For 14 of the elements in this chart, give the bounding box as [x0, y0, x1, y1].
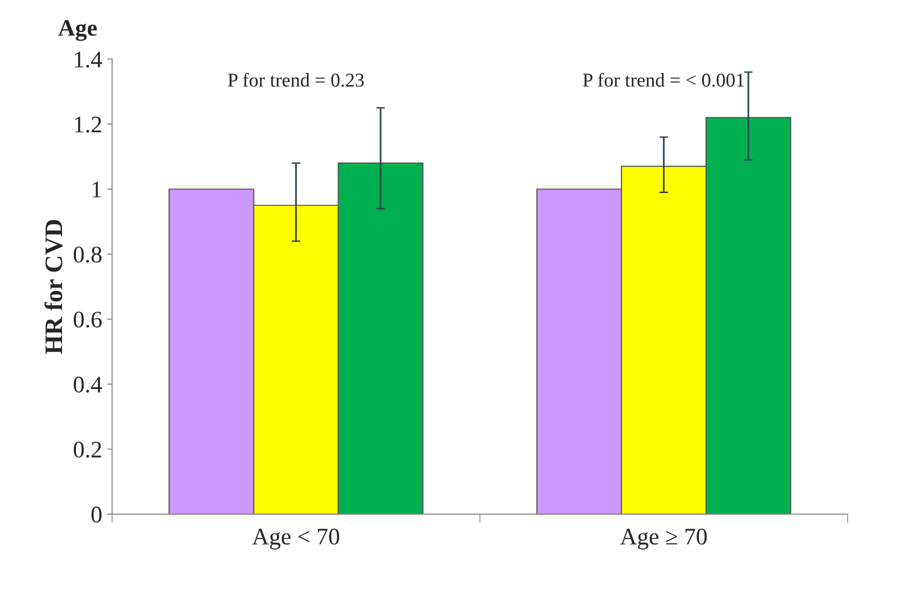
annotation: P for trend = < 0.001 [582, 72, 744, 87]
x-tick-label: Age < 70 [252, 528, 340, 550]
y-tick-label: 0.2 [74, 442, 102, 458]
y-tick-label: 1.2 [74, 116, 102, 133]
y-tick-label: 0.4 [74, 376, 102, 393]
x-tick-label: Age ≥ 70 [620, 528, 707, 550]
y-axis-title: HR for CVD [44, 220, 62, 354]
y-tick-label: 0.8 [74, 246, 102, 263]
annotation: P for trend = 0.23 [228, 72, 364, 87]
y-tick-label: 0.6 [74, 312, 102, 328]
chart-title: Age [58, 20, 97, 41]
y-tick-label: 1 [92, 182, 101, 198]
y-tick-label: 1.4 [74, 52, 102, 68]
y-tick-label: 0 [91, 506, 102, 523]
